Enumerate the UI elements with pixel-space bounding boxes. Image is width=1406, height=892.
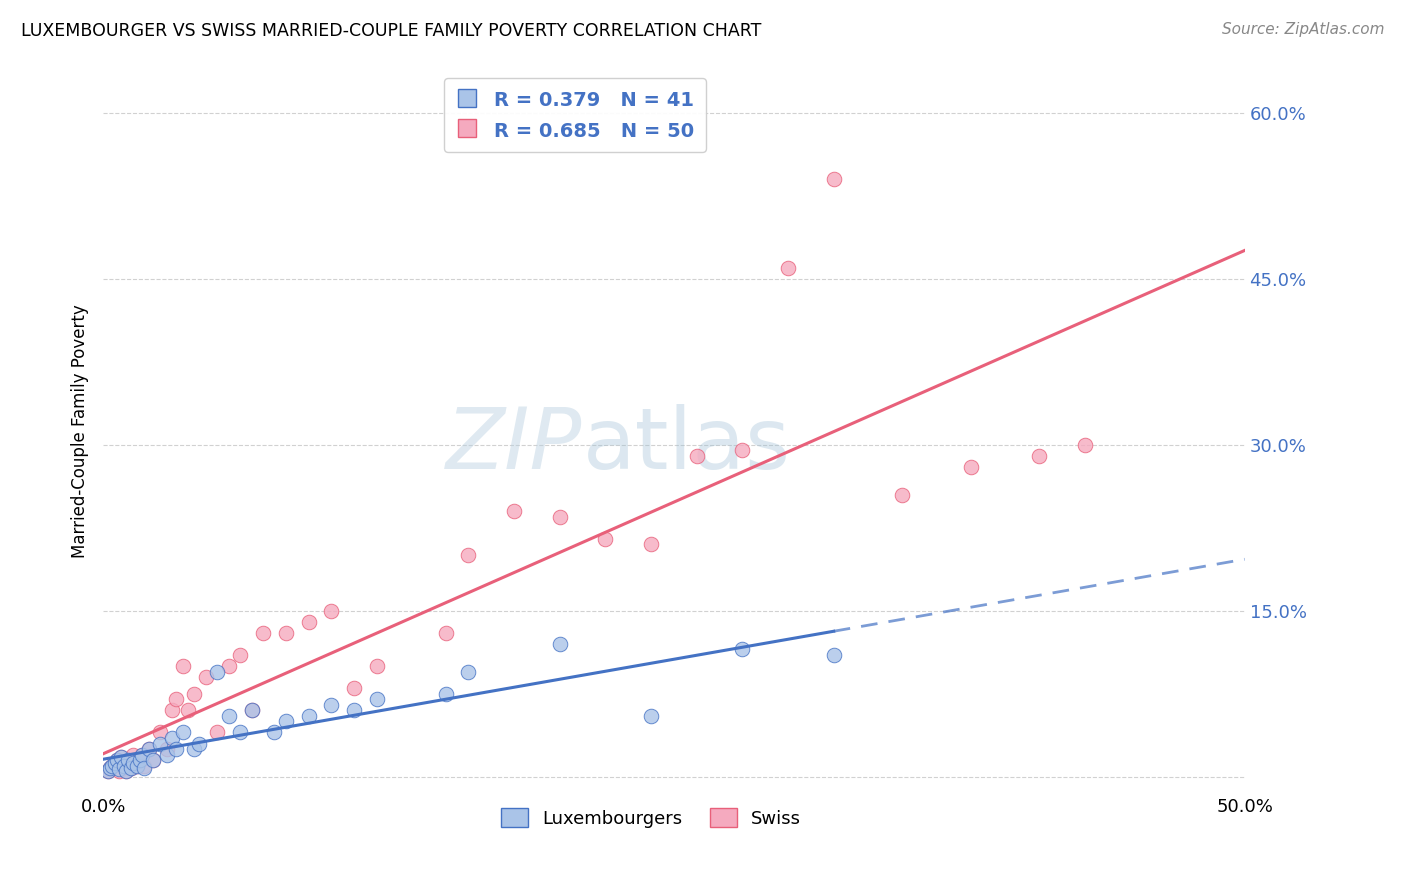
Point (229, 725, 252, 739)
Point (117, 756, 139, 771)
Point (183, 687, 205, 701)
Point (188, 737, 211, 751)
Point (321, 604, 343, 618)
Point (134, 761, 156, 775)
Point (959, 459, 981, 474)
Point (127, 758, 149, 772)
Point (160, 731, 183, 745)
Point (165, 742, 187, 756)
Point (117, 753, 139, 767)
Point (207, 665, 229, 679)
Point (172, 725, 194, 739)
Point (110, 749, 132, 764)
Point (105, 753, 128, 767)
Point (252, 626, 274, 640)
Point (366, 659, 388, 673)
Point (776, 260, 799, 275)
Point (142, 753, 165, 767)
Point (156, 742, 179, 756)
Point (229, 648, 252, 662)
Point (1074, 438, 1097, 452)
Y-axis label: Married-Couple Family Poverty: Married-Couple Family Poverty (72, 304, 89, 558)
Point (101, 758, 124, 772)
Point (97, 764, 120, 779)
Point (263, 725, 285, 739)
Point (121, 747, 143, 762)
Point (110, 749, 132, 764)
Point (240, 703, 263, 717)
Point (131, 747, 153, 762)
Point (115, 764, 138, 779)
Point (156, 747, 179, 762)
Point (274, 626, 297, 640)
Point (891, 487, 914, 501)
Point (101, 758, 124, 772)
Point (112, 758, 135, 772)
Point (343, 681, 366, 696)
Text: Source: ZipAtlas.com: Source: ZipAtlas.com (1222, 22, 1385, 37)
Point (103, 756, 125, 771)
Point (120, 761, 142, 775)
Point (640, 709, 662, 723)
Point (321, 698, 343, 712)
Point (595, 532, 617, 546)
Point (194, 670, 217, 684)
Point (218, 709, 240, 723)
Point (172, 659, 194, 673)
Point (503, 504, 526, 518)
Point (176, 703, 198, 717)
Point (138, 742, 160, 756)
Point (434, 687, 457, 701)
Point (218, 659, 240, 673)
Legend: Luxembourgers, Swiss: Luxembourgers, Swiss (494, 801, 808, 835)
Point (548, 637, 571, 651)
Point (128, 753, 150, 767)
Point (142, 753, 165, 767)
Point (640, 537, 662, 551)
Point (183, 742, 205, 756)
Point (98, 761, 121, 775)
Point (120, 761, 142, 775)
Point (548, 509, 571, 524)
Point (731, 443, 754, 458)
Point (731, 642, 754, 657)
Point (165, 692, 187, 706)
Point (112, 758, 135, 772)
Point (823, 648, 845, 662)
Text: atlas: atlas (582, 404, 790, 487)
Point (128, 753, 150, 767)
Point (434, 626, 457, 640)
Point (127, 758, 149, 772)
Point (138, 742, 160, 756)
Point (103, 756, 125, 771)
Point (457, 549, 479, 563)
Point (115, 764, 138, 779)
Point (98, 761, 121, 775)
Point (1028, 449, 1050, 463)
Point (366, 692, 388, 706)
Point (149, 725, 172, 739)
Point (297, 709, 319, 723)
Point (823, 172, 845, 186)
Point (343, 703, 366, 717)
Point (134, 758, 156, 772)
Point (108, 762, 131, 776)
Text: LUXEMBOURGER VS SWISS MARRIED-COUPLE FAMILY POVERTY CORRELATION CHART: LUXEMBOURGER VS SWISS MARRIED-COUPLE FAM… (21, 22, 762, 40)
Point (97, 764, 120, 779)
Point (121, 756, 143, 771)
Point (131, 747, 153, 762)
Text: ZIP: ZIP (446, 404, 582, 487)
Point (105, 753, 128, 767)
Point (297, 615, 319, 629)
Point (207, 725, 229, 739)
Point (686, 449, 709, 463)
Point (274, 714, 297, 729)
Point (457, 665, 479, 679)
Point (160, 703, 183, 717)
Point (149, 737, 172, 751)
Point (240, 703, 263, 717)
Point (108, 764, 131, 779)
